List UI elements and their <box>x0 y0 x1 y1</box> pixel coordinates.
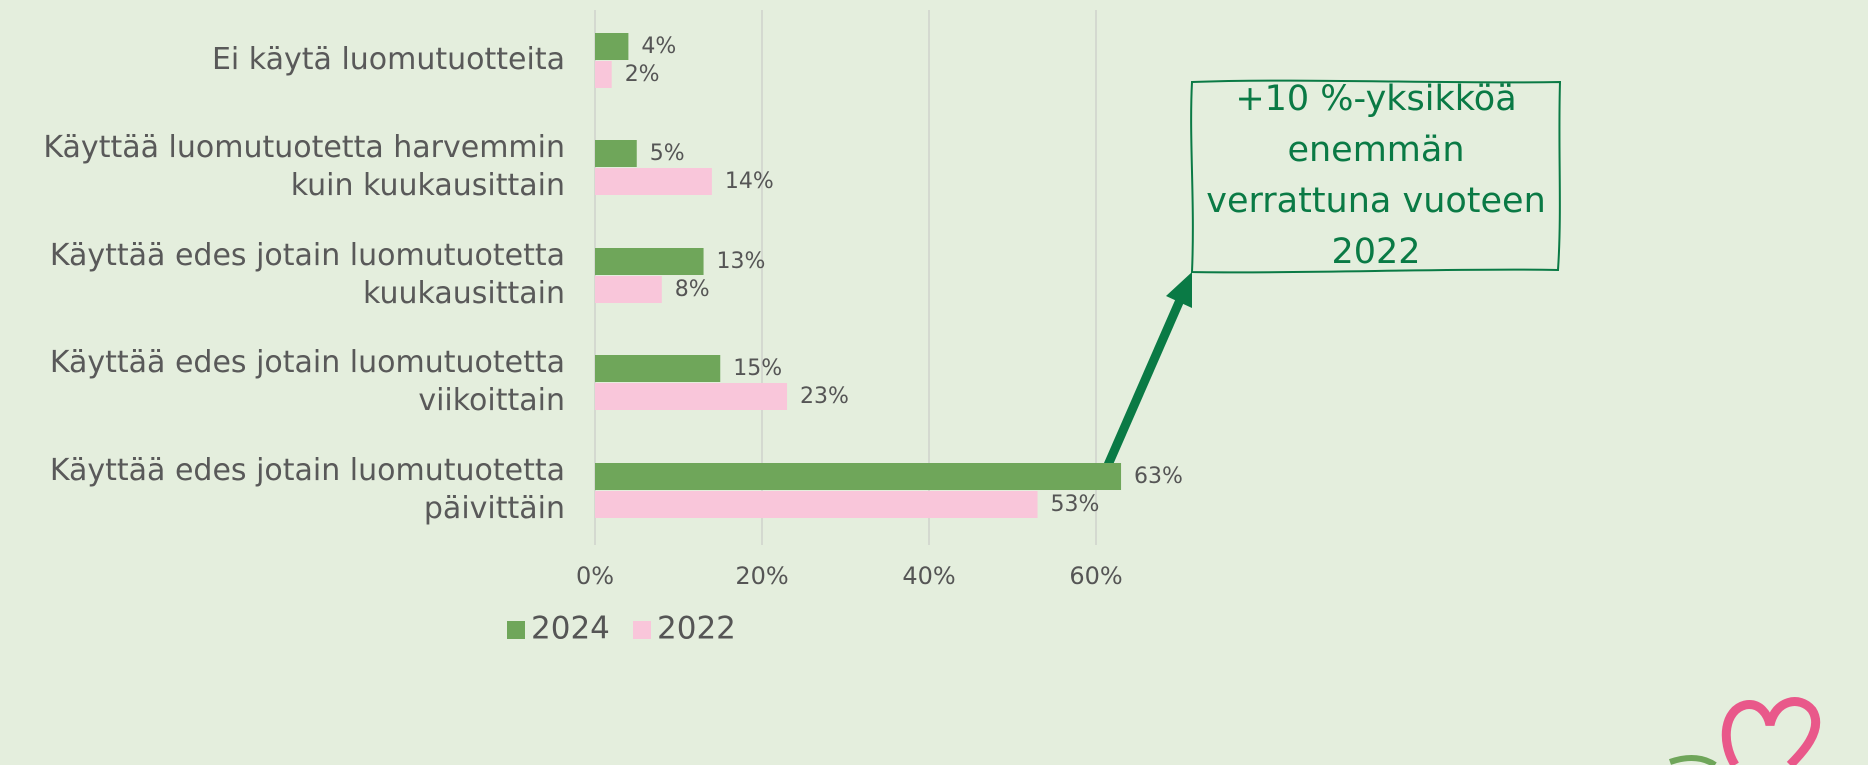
legend-label: 2022 <box>657 611 736 647</box>
bar <box>595 140 637 167</box>
value-label: 8% <box>675 277 710 302</box>
x-tick-label: 60% <box>1069 562 1122 590</box>
annotation-box <box>1190 79 1562 274</box>
x-tick-label: 20% <box>735 562 788 590</box>
category-label: Käyttää edes jotain luomutuotetta päivit… <box>49 453 565 526</box>
bar <box>595 168 712 195</box>
annotation-arrow <box>1103 298 1185 467</box>
value-label: 53% <box>1051 492 1100 517</box>
bar <box>595 355 721 382</box>
value-label: 2% <box>625 62 660 87</box>
bar <box>595 61 612 88</box>
category-label: Käyttää edes jotain luomutuotetta kuukau… <box>49 238 565 311</box>
heart-decoration <box>1721 697 1821 765</box>
category-label: Käyttää luomutuotetta harvemmin kuin kuu… <box>43 130 565 203</box>
value-label: 4% <box>641 34 676 59</box>
value-label: 5% <box>650 141 685 166</box>
bar <box>595 33 629 60</box>
bar <box>595 276 662 303</box>
value-label: 23% <box>800 384 849 409</box>
bar <box>595 463 1122 490</box>
category-label: Ei käytä luomutuotteita <box>211 42 565 77</box>
arrow-head <box>1166 272 1192 308</box>
x-tick-label: 0% <box>576 562 614 590</box>
value-label: 13% <box>717 249 766 274</box>
bar <box>595 491 1038 518</box>
legend-swatch <box>507 621 525 639</box>
x-tick-label: 40% <box>902 562 955 590</box>
leaf-decoration <box>1669 755 1717 765</box>
value-label: 63% <box>1134 464 1183 489</box>
value-label: 15% <box>733 356 782 381</box>
category-label: Käyttää edes jotain luomutuotetta viikoi… <box>49 345 565 418</box>
value-label: 14% <box>725 169 774 194</box>
bar <box>595 248 704 275</box>
bar <box>595 383 788 410</box>
legend-label: 2024 <box>531 611 610 647</box>
annotation: +10 %-yksikköä enemmän verrattuna vuotee… <box>1206 79 1546 272</box>
legend-swatch <box>633 621 651 639</box>
